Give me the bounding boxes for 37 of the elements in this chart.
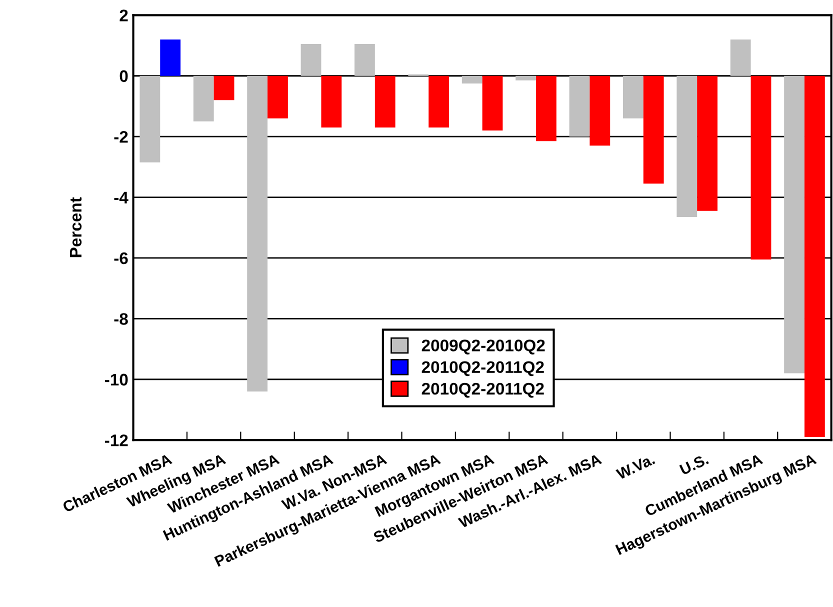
y-tick-label: -12 [104, 434, 128, 446]
bar [193, 76, 214, 122]
bar [804, 76, 825, 438]
y-tick-label: -8 [114, 313, 128, 325]
text: 2010Q2-2011Q2 [422, 382, 544, 398]
bar [300, 44, 322, 76]
y-tick-label: 0 [120, 70, 128, 82]
bar [730, 39, 751, 76]
y-tick-label: -10 [104, 374, 128, 386]
bar [536, 76, 556, 142]
bar [214, 76, 234, 100]
bar [516, 76, 536, 80]
bar [321, 76, 342, 128]
y-tick-label: -6 [114, 252, 128, 264]
bar [428, 76, 450, 128]
y-tick-label: -2 [114, 130, 128, 143]
bar [160, 39, 181, 76]
bar [622, 76, 644, 118]
bar [676, 76, 698, 217]
y-tick-label: -4 [114, 192, 128, 204]
bar [697, 76, 718, 211]
bar [590, 76, 610, 146]
bar [354, 44, 375, 76]
bar [140, 76, 160, 162]
bar [784, 76, 804, 374]
legend-label: 2010Q2-2011Q2 [422, 361, 544, 376]
legend-label: 2009Q2-2010Q2 [422, 340, 545, 354]
y-axis-title: Percent [70, 197, 82, 258]
bar [374, 76, 396, 128]
bar [268, 76, 288, 118]
bar [643, 76, 664, 184]
bar [247, 76, 268, 392]
bar [569, 76, 590, 137]
y-tick-label: 2 [120, 10, 128, 22]
bar [750, 76, 772, 260]
bar [462, 76, 482, 84]
bar [482, 76, 503, 131]
